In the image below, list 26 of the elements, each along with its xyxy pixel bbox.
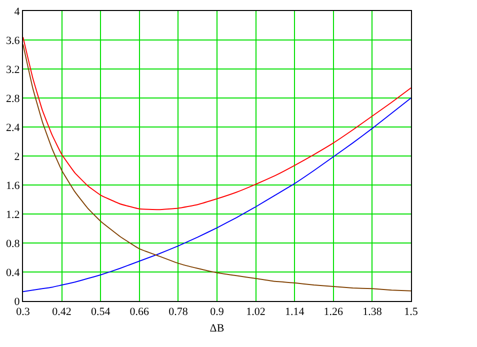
y-tick-label: 3.6 (6, 34, 20, 47)
x-tick-label: 1.38 (362, 306, 382, 318)
y-tick-label: 1.6 (6, 180, 20, 192)
x-tick-label: 0.78 (168, 306, 188, 318)
y-tick-label: 3.2 (6, 64, 20, 76)
y-tick-label: 2 (14, 150, 20, 163)
y-tick-label: 4 (14, 6, 20, 18)
y-tick-label: 2.8 (6, 92, 20, 105)
x-axis-title: ΔB (210, 322, 224, 334)
x-tick-label: 0.66 (130, 306, 150, 318)
line-series (23, 36, 411, 210)
x-tick-label: 1.26 (324, 306, 344, 318)
x-tick-label: 0.3 (16, 306, 30, 318)
x-tick-label: 1.14 (284, 306, 305, 318)
y-tick-label: 2.4 (6, 122, 20, 134)
x-tick-label: 1.02 (246, 306, 266, 318)
y-tick-label: 1.2 (6, 208, 20, 221)
y-tick-label: 0.8 (6, 238, 20, 250)
x-tick-label: 0.9 (210, 306, 224, 318)
line-series (23, 98, 411, 292)
x-tick-label: 0.54 (90, 306, 111, 318)
y-tick-label: 0.4 (6, 266, 20, 279)
line-series (23, 44, 411, 292)
x-tick-label: 1.5 (404, 306, 418, 318)
x-tick-label: 0.42 (52, 306, 72, 318)
y-tick-label: 0 (14, 296, 20, 308)
